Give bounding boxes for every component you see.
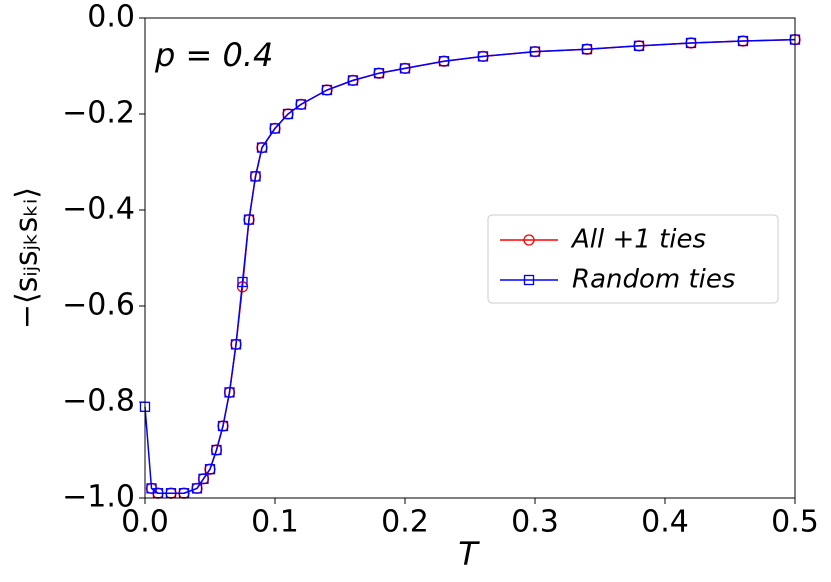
marker — [269, 123, 281, 134]
marker — [191, 483, 203, 494]
y-tick-label: −1.0 — [62, 480, 135, 515]
marker — [581, 44, 593, 55]
marker — [477, 51, 489, 62]
marker — [633, 40, 645, 51]
marker — [224, 387, 235, 398]
legend: All +1 ties Random ties — [487, 214, 779, 304]
x-tick-label: 0.5 — [771, 505, 819, 540]
legend-box — [487, 214, 779, 304]
y-tick-label: −0.8 — [62, 384, 135, 419]
x-tick-label: 0.0 — [121, 505, 169, 540]
marker — [685, 37, 697, 49]
marker — [438, 56, 450, 67]
y-tick-label: −0.6 — [62, 288, 135, 323]
x-axis-label: T — [458, 535, 480, 573]
marker — [243, 214, 255, 225]
marker — [250, 171, 261, 182]
marker — [529, 46, 541, 57]
x-tick-label: 0.4 — [641, 505, 689, 540]
marker — [237, 276, 248, 288]
marker — [523, 274, 535, 286]
annotation: p = 0.4 — [154, 36, 273, 74]
marker — [737, 35, 749, 47]
marker — [399, 63, 411, 74]
y-tick-label: −0.2 — [62, 96, 135, 131]
legend-label: Random ties — [572, 265, 735, 295]
marker — [373, 68, 385, 79]
marker — [256, 142, 268, 153]
y-tick-label: 0.0 — [87, 0, 135, 35]
x-tick-label: 0.2 — [381, 505, 429, 540]
marker — [217, 420, 229, 432]
y-tick-label: −0.4 — [62, 192, 135, 227]
plot-frame — [144, 17, 796, 499]
marker — [347, 75, 359, 86]
marker — [321, 84, 333, 96]
marker — [282, 108, 294, 120]
marker — [230, 339, 242, 350]
series-line — [144, 38, 796, 494]
marker — [211, 444, 222, 456]
x-tick-label: 0.1 — [251, 505, 299, 540]
marker — [523, 234, 535, 246]
legend-label: All +1 ties — [570, 225, 706, 255]
x-tick-label: 0.3 — [511, 505, 559, 540]
y-axis-label: −⟨sᵢⱼsⱼₖsₖᵢ⟩ — [10, 187, 45, 329]
marker — [295, 99, 307, 110]
marker — [198, 473, 209, 484]
marker — [204, 464, 216, 475]
